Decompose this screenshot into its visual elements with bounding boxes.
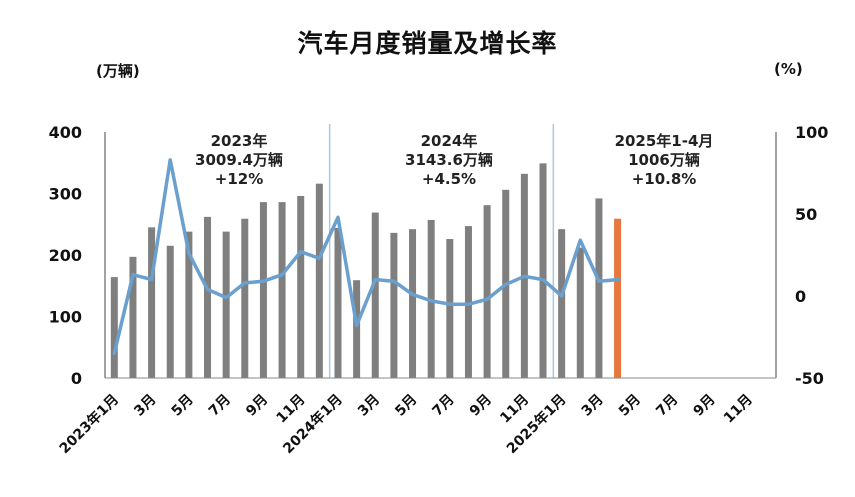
sales-bar [148,227,156,378]
left-tick-label: 0 [71,369,82,388]
right-tick-label: -50 [795,369,824,388]
sales-bar [390,232,398,378]
right-axis-unit: (%) [774,60,803,78]
sales-bar [185,231,193,378]
left-tick-label: 400 [49,123,82,142]
year-annotation-text: +12% [215,170,263,188]
sales-bar [129,256,137,378]
x-tick-label: 9月 [467,392,495,420]
year-annotation-text: +4.5% [422,170,476,188]
x-tick-label: 7月 [430,392,458,420]
x-tick-label: 9月 [690,392,718,420]
sales-bar [464,226,472,378]
sales-bars [110,163,622,378]
year-annotation-text: 3009.4万辆 [195,151,283,169]
chart-title: 汽车月度销量及增长率 [297,29,558,58]
left-axis-ticks: 0 100 200 300 400 [49,123,82,388]
left-tick-label: 100 [49,308,82,327]
sales-bar [222,231,230,378]
x-tick-label: 3月 [355,392,383,420]
year-annotation-text: 2023年 [211,132,268,150]
sales-bar [446,239,454,378]
x-tick-label: 5月 [616,392,644,420]
growth-rate-line [112,158,620,356]
year-annotation-text: +10.8% [632,170,697,188]
sales-bar [576,247,584,378]
sales-bar [241,218,249,378]
x-tick-label: 11月 [721,392,756,427]
sales-bar [539,163,547,378]
right-tick-label: 0 [795,287,806,306]
sales-bar [614,218,622,378]
sales-bar [278,202,286,378]
sales-bar [371,212,379,378]
sales-bar [110,277,118,378]
right-tick-label: 50 [795,205,817,224]
x-tick-label: 5月 [392,392,420,420]
sales-bar [204,216,212,378]
left-axis-unit: (万辆) [96,62,140,80]
year-annotation-text: 1006万辆 [628,151,700,169]
year-annotation-text: 2024年 [421,132,478,150]
sales-bar [259,202,267,378]
left-tick-label: 200 [49,246,82,265]
x-tick-label: 3月 [579,392,607,420]
x-tick-label: 5月 [169,392,197,420]
sales-bar [558,229,566,378]
year-annotation-text: 3143.6万辆 [405,151,493,169]
x-tick-label: 7月 [653,392,681,420]
x-tick-label: 2023年1月 [56,391,122,457]
sales-bar [595,198,603,378]
sales-bar [483,205,491,378]
sales-bar [353,280,361,378]
sales-bar [297,195,305,378]
growth-line [112,158,620,356]
sales-bar [427,219,435,378]
sales-bar [334,227,342,378]
x-tick-label: 9月 [243,392,271,420]
right-axis-ticks: -50 0 50 100 [795,123,828,388]
x-tick-label: 11月 [274,392,309,427]
right-tick-label: 100 [795,123,828,142]
year-annotation-text: 2025年1-4月 [615,132,714,150]
axes [104,132,777,379]
year-dividers [328,124,555,378]
sales-bar [409,229,417,378]
left-tick-label: 300 [49,185,82,204]
x-tick-label: 3月 [131,392,159,420]
x-tick-label: 7月 [206,392,234,420]
x-tick-label: 11月 [497,392,532,427]
sales-bar [166,245,174,378]
sales-bar [315,183,323,378]
